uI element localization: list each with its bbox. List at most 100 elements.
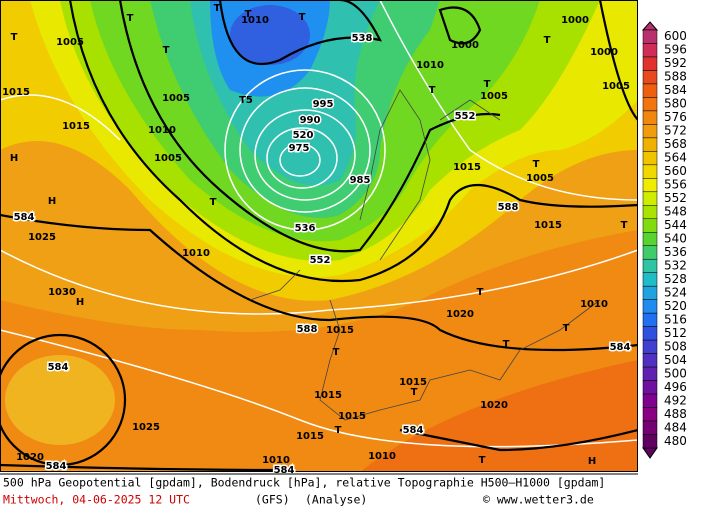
map-label: H <box>76 297 84 308</box>
map-label: 588 <box>498 202 519 213</box>
map-label: 990 <box>300 115 321 126</box>
colorbar-label: 504 <box>664 353 687 367</box>
map-label: T <box>299 12 306 23</box>
colorbar-swatch <box>642 43 658 58</box>
colorbar-swatch <box>642 380 658 395</box>
colorbar-label: 512 <box>664 326 687 340</box>
map-label: T <box>335 425 342 436</box>
map-label: T <box>245 9 252 20</box>
colorbar-swatch <box>642 339 658 354</box>
map-label: 538 <box>352 33 373 44</box>
colorbar-swatch <box>642 110 658 125</box>
colorbar-label: 532 <box>664 258 687 272</box>
colorbar-swatch <box>642 353 658 368</box>
colorbar-swatch <box>642 83 658 98</box>
map-label: 1000 <box>561 15 589 26</box>
map-label: H <box>48 196 56 207</box>
colorbar-label: 540 <box>664 232 687 246</box>
colorbar-label: 492 <box>664 393 687 407</box>
map-background <box>0 0 638 472</box>
map-label: 536 <box>295 223 316 234</box>
map-label: 1015 <box>399 377 427 388</box>
map-label: 1015 <box>534 220 562 231</box>
map-label: 1015 <box>326 325 354 336</box>
colorbar-label: 572 <box>664 124 687 138</box>
colorbar-swatch <box>642 218 658 233</box>
map-label: 584 <box>48 362 69 373</box>
map-label: 1020 <box>446 309 474 320</box>
colorbar-label: 564 <box>664 151 687 165</box>
map-label: 588 <box>297 324 318 335</box>
map-label: T <box>503 339 510 350</box>
colorbar-label: 592 <box>664 56 687 70</box>
footer-title: 500 hPa Geopotential [gpdam], Bodendruck… <box>3 476 605 490</box>
colorbar-label: 576 <box>664 110 687 124</box>
map-label: T <box>127 13 134 24</box>
map-label: 1010 <box>182 248 210 259</box>
map-label: 1015 <box>453 162 481 173</box>
footer-credit: © www.wetter3.de <box>483 493 594 507</box>
colorbar-swatch <box>642 285 658 300</box>
map-label: 552 <box>455 111 476 122</box>
map-label: T <box>477 287 484 298</box>
colorbar-swatch <box>642 232 658 246</box>
map-label: 584 <box>46 461 67 472</box>
map-label: 520 <box>293 130 314 141</box>
colorbar-swatch <box>642 178 658 193</box>
colorbar-swatch <box>642 70 658 85</box>
map-label: 1005 <box>154 153 182 164</box>
colorbar-swatch <box>642 312 658 327</box>
map-label: 584 <box>610 342 631 353</box>
map-label: 975 <box>289 143 310 154</box>
map-label: H <box>10 153 18 164</box>
colorbar-swatch <box>642 258 658 273</box>
map-label: 1010 <box>368 451 396 462</box>
map-label: 1000 <box>451 40 479 51</box>
map-label: T <box>333 347 340 358</box>
colorbar-label: 556 <box>664 178 687 192</box>
colorbar-swatch <box>642 393 658 408</box>
map-label: 1010 <box>416 60 444 71</box>
colorbar-label: 596 <box>664 43 687 57</box>
map-label: 1020 <box>16 452 44 463</box>
map-label: 1030 <box>48 287 76 298</box>
colorbar: 6005965925885845805765725685645605565525… <box>641 21 687 459</box>
colorbar-swatch <box>642 205 658 220</box>
colorbar-swatch <box>642 299 658 314</box>
map-label: T <box>210 197 217 208</box>
colorbar-swatch <box>642 272 658 287</box>
map-label: 1010 <box>148 125 176 136</box>
map-label: T <box>533 159 540 170</box>
colorbar-swatch <box>642 164 658 179</box>
map-label: T <box>411 387 418 398</box>
map-label: 1015 <box>62 121 90 132</box>
map-label: 1005 <box>480 91 508 102</box>
colorbar-swatch <box>642 407 658 422</box>
map-label: 1015 <box>296 431 324 442</box>
footer-model: (GFS) <box>255 493 290 507</box>
colorbar-label: 584 <box>664 83 687 97</box>
footer-date: Mittwoch, 04-06-2025 12 UTC <box>3 493 190 507</box>
colorbar-end <box>642 447 658 459</box>
colorbar-swatch <box>642 124 658 139</box>
colorbar-swatch <box>642 137 658 152</box>
colorbar-label: 548 <box>664 205 687 219</box>
map-label: T <box>479 455 486 466</box>
colorbar-label: 580 <box>664 97 687 111</box>
colorbar-swatch <box>642 420 658 435</box>
colorbar-label: 524 <box>664 285 687 299</box>
colorbar-label: 496 <box>664 380 687 394</box>
colorbar-label: 516 <box>664 312 687 326</box>
footer-run: (Analyse) <box>305 493 367 507</box>
map-label: 1000 <box>590 47 618 58</box>
map-label: T <box>563 323 570 334</box>
map-labels: 1010 T T T T 1005 1000 1000 T T 538 1010 T T 1005 552 10… <box>2 3 632 478</box>
colorbar-label: 552 <box>664 191 687 205</box>
colorbar-swatch <box>642 434 658 449</box>
map-label: 1010 <box>262 455 290 466</box>
colorbar-swatch <box>642 151 658 166</box>
map-label: 1015 <box>338 411 366 422</box>
map-label: T <box>11 32 18 43</box>
map-label: 1025 <box>132 422 160 433</box>
